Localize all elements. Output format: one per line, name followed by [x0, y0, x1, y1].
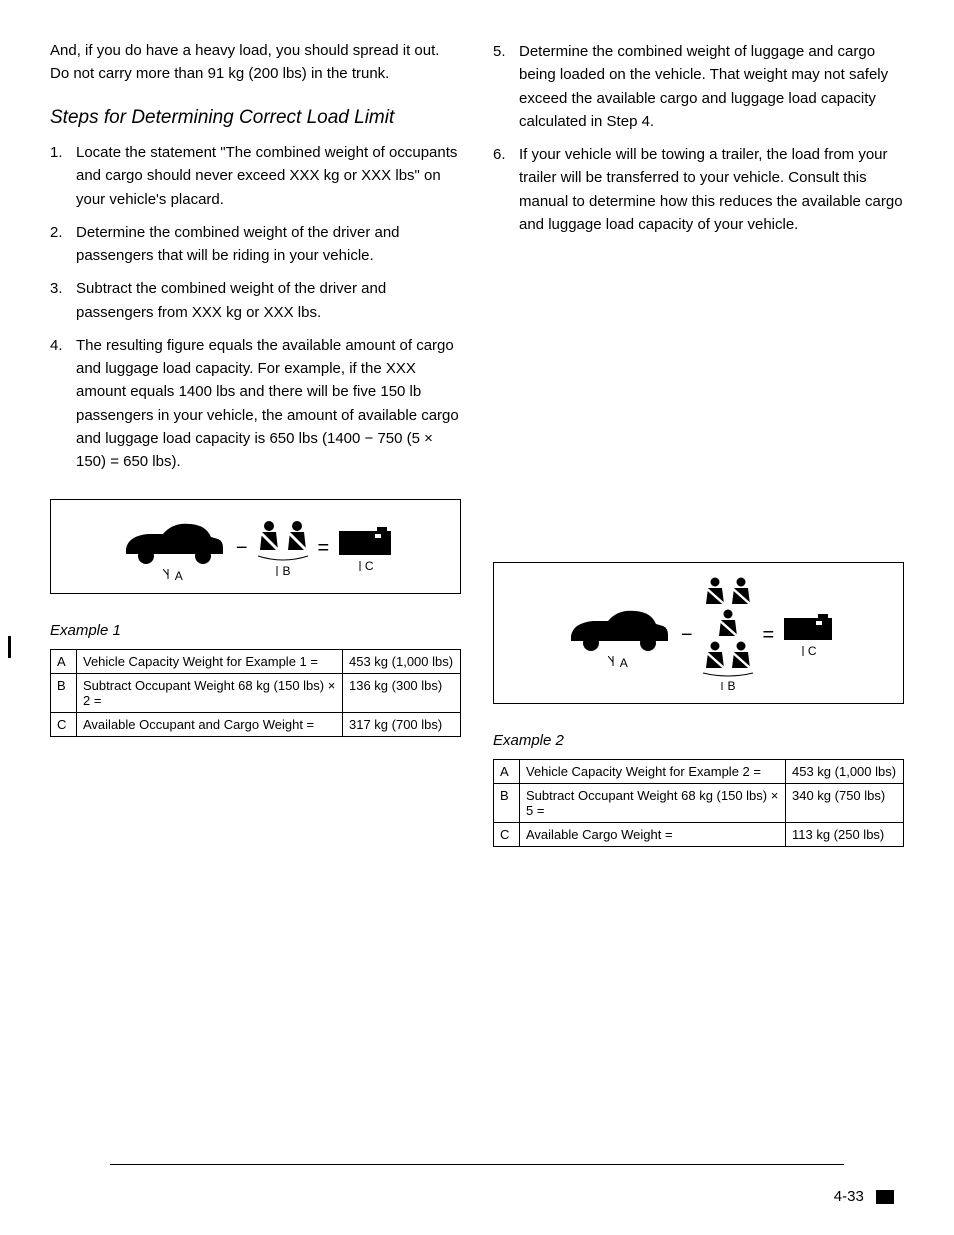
- figure-example-2: A −: [493, 562, 904, 704]
- table-cell: C: [494, 823, 520, 847]
- page-number-text: 4-33: [834, 1188, 864, 1205]
- seatbelt-person-icon: [729, 641, 753, 671]
- figure-label-c: C: [365, 559, 374, 573]
- step-text: Determine the combined weight of the dri…: [76, 221, 461, 268]
- figure-car: A: [118, 514, 228, 583]
- step-number: 2.: [50, 221, 68, 268]
- table-row: B Subtract Occupant Weight 68 kg (150 lb…: [494, 784, 904, 823]
- table-cell: 317 kg (700 lbs): [343, 713, 461, 737]
- example-2-title: Example 2: [493, 732, 904, 749]
- step-item: 3.Subtract the combined weight of the dr…: [50, 277, 461, 324]
- table-row: A Vehicle Capacity Weight for Example 1 …: [51, 650, 461, 674]
- step-text: The resulting figure equals the availabl…: [76, 334, 461, 474]
- table-row: C Available Cargo Weight = 113 kg (250 l…: [494, 823, 904, 847]
- minus-icon: −: [681, 624, 693, 647]
- page-two-column: And, if you do have a heavy load, you sh…: [50, 40, 904, 847]
- footer-rule: [110, 1164, 844, 1165]
- figure-car: A: [563, 601, 673, 670]
- step-number: 1.: [50, 141, 68, 211]
- right-column: 5.Determine the combined weight of lugga…: [493, 40, 904, 847]
- step-text: Locate the statement "The combined weigh…: [76, 141, 461, 211]
- step-item: 4.The resulting figure equals the availa…: [50, 334, 461, 474]
- table-cell: A: [51, 650, 77, 674]
- step-text: If your vehicle will be towing a trailer…: [519, 143, 904, 236]
- page-marker-icon: [876, 1190, 894, 1204]
- seatbelt-person-icon: [284, 520, 310, 554]
- seatbelt-person-icon: [256, 520, 282, 554]
- figure-label-c: C: [808, 644, 817, 658]
- step-item: 6.If your vehicle will be towing a trail…: [493, 143, 904, 236]
- table-cell: B: [494, 784, 520, 823]
- figure-label-b: B: [282, 564, 290, 578]
- step-text: Subtract the combined weight of the driv…: [76, 277, 461, 324]
- intro-text: And, if you do have a heavy load, you sh…: [50, 40, 461, 85]
- step-number: 6.: [493, 143, 511, 236]
- table-cell: C: [51, 713, 77, 737]
- figure-label-b: B: [727, 679, 735, 693]
- figure-cargo: C: [782, 612, 834, 658]
- figure-example-1: A − B =: [50, 499, 461, 594]
- left-column: And, if you do have a heavy load, you sh…: [50, 40, 461, 847]
- table-cell: Subtract Occupant Weight 68 kg (150 lbs)…: [520, 784, 786, 823]
- step-item: 2.Determine the combined weight of the d…: [50, 221, 461, 268]
- table-cell: 113 kg (250 lbs): [786, 823, 904, 847]
- table-cell: 136 kg (300 lbs): [343, 674, 461, 713]
- car-icon: [118, 514, 228, 569]
- table-cell: 340 kg (750 lbs): [786, 784, 904, 823]
- car-icon: [563, 601, 673, 656]
- table-cell: 453 kg (1,000 lbs): [343, 650, 461, 674]
- example-1-title: Example 1: [50, 622, 461, 639]
- seatbelt-person-icon: [703, 641, 727, 671]
- suitcase-icon: [782, 612, 834, 644]
- table-cell: Vehicle Capacity Weight for Example 2 =: [520, 760, 786, 784]
- table-cell: B: [51, 674, 77, 713]
- change-bar: [8, 636, 11, 658]
- table-row: B Subtract Occupant Weight 68 kg (150 lb…: [51, 674, 461, 713]
- table-cell: A: [494, 760, 520, 784]
- figure-label-a: A: [620, 656, 628, 670]
- step-number: 5.: [493, 40, 511, 133]
- page-number: 4-33: [834, 1188, 894, 1205]
- steps-list: 1.Locate the statement "The combined wei…: [50, 141, 461, 473]
- table-row: A Vehicle Capacity Weight for Example 2 …: [494, 760, 904, 784]
- steps-heading: Steps for Determining Correct Load Limit: [50, 107, 461, 129]
- figure-label-a: A: [175, 569, 183, 583]
- step-number: 3.: [50, 277, 68, 324]
- table-cell: Available Cargo Weight =: [520, 823, 786, 847]
- figure-occupants-5: B: [701, 577, 755, 693]
- minus-icon: −: [236, 537, 248, 560]
- step-number: 4.: [50, 334, 68, 474]
- example-2-table: A Vehicle Capacity Weight for Example 2 …: [493, 759, 904, 847]
- equals-icon: =: [318, 537, 330, 560]
- seatbelt-person-icon: [703, 577, 727, 607]
- step-item: 1.Locate the statement "The combined wei…: [50, 141, 461, 211]
- equals-icon: =: [763, 624, 775, 647]
- seatbelt-person-icon: [729, 577, 753, 607]
- steps-list-continued: 5.Determine the combined weight of lugga…: [493, 40, 904, 236]
- figure-occupants: B: [256, 520, 310, 578]
- step-item: 5.Determine the combined weight of lugga…: [493, 40, 904, 133]
- figure-cargo: C: [337, 525, 393, 573]
- seatbelt-person-icon: [716, 609, 740, 639]
- table-cell: 453 kg (1,000 lbs): [786, 760, 904, 784]
- table-cell: Vehicle Capacity Weight for Example 1 =: [77, 650, 343, 674]
- table-cell: Subtract Occupant Weight 68 kg (150 lbs)…: [77, 674, 343, 713]
- suitcase-icon: [337, 525, 393, 559]
- table-cell: Available Occupant and Cargo Weight =: [77, 713, 343, 737]
- table-row: C Available Occupant and Cargo Weight = …: [51, 713, 461, 737]
- example-1-table: A Vehicle Capacity Weight for Example 1 …: [50, 649, 461, 737]
- step-text: Determine the combined weight of luggage…: [519, 40, 904, 133]
